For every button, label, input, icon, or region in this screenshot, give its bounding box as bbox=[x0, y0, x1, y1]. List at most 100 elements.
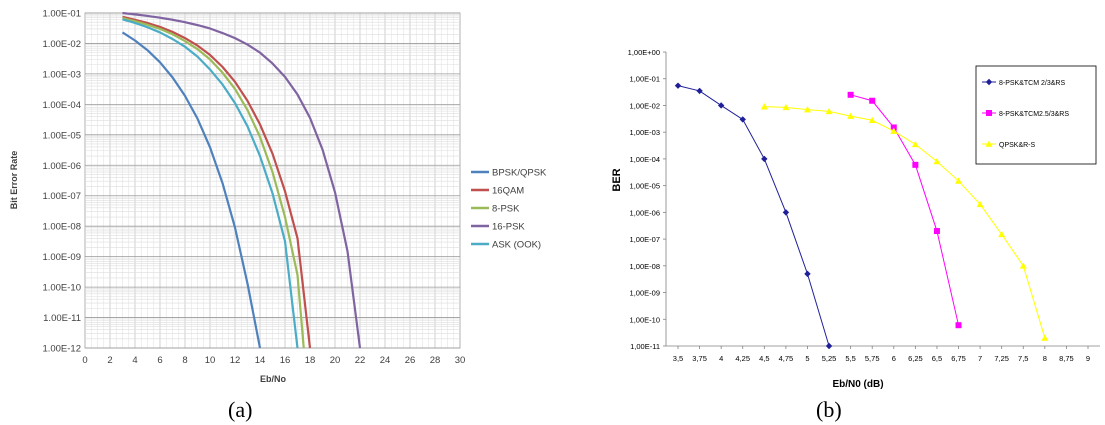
chart-a-grid bbox=[84, 12, 461, 349]
chart-b-legend-label: 8-PSK&TCM 2/3&RS bbox=[999, 80, 1065, 87]
chart-a-y-tick-label: 1.00E-01 bbox=[42, 9, 81, 20]
chart-a-x-tick-label: 0 bbox=[82, 355, 87, 366]
chart-b-y-axis-label: BER bbox=[611, 168, 623, 191]
chart-b-y-tick-label: 1,00E-04 bbox=[630, 155, 660, 164]
chart-b-y-tick-label: 1,00E-06 bbox=[630, 208, 660, 217]
chart-b-y-tick-label: 1,00E-02 bbox=[630, 101, 660, 110]
chart-b-series-2-point bbox=[847, 112, 855, 119]
chart-b-x-tick-label: 5,75 bbox=[865, 354, 880, 363]
chart-b-series-line-1 bbox=[850, 94, 960, 326]
chart-b-series-1-point bbox=[933, 228, 940, 235]
chart-b-series-0-point bbox=[717, 102, 725, 109]
chart-a-x-tick-label: 6 bbox=[157, 355, 162, 366]
chart-b-series-0-point bbox=[739, 116, 746, 123]
chart-a-y-tick-label: 1.00E-06 bbox=[42, 161, 81, 172]
chart-a-y-tick-label: 1.00E-04 bbox=[42, 100, 81, 111]
chart-a-legend-label: ASK (OOK) bbox=[492, 240, 541, 251]
chart-a-series-line-0 bbox=[121, 31, 262, 349]
chart-a-y-tick-label: 1.00E-09 bbox=[42, 252, 81, 263]
chart-b-series-2-point bbox=[933, 157, 941, 165]
chart-a-legend: BPSK/QPSK 16QAM 8-PSK 16-PSK ASK (OOK) bbox=[471, 168, 547, 251]
chart-b-x-tick-label: 7,25 bbox=[994, 354, 1009, 363]
chart-b-series-2-point bbox=[976, 200, 984, 208]
chart-a-x-tick-label: 22 bbox=[355, 355, 366, 366]
chart-b-x-tick-label: 3,5 bbox=[673, 354, 683, 363]
chart-b-x-axis-label: Eb/N0 (dB) bbox=[832, 379, 883, 390]
chart-a-x-tick-label: 20 bbox=[330, 355, 341, 366]
chart-b-series-2-point bbox=[955, 177, 963, 184]
chart-a-x-tick-label: 14 bbox=[255, 355, 266, 366]
chart-a: 1.00E-01 1.00E-02 1.00E-03 1.00E-04 1.00E-05… bbox=[0, 0, 560, 400]
chart-b-x-tick-label: 5 bbox=[805, 354, 809, 363]
chart-a-x-tick-label: 12 bbox=[230, 355, 241, 366]
chart-a-y-tick-label: 1.00E-10 bbox=[42, 283, 81, 294]
chart-b-x-tick-label: 5,5 bbox=[845, 354, 855, 363]
chart-b-x-tick-label: 4,5 bbox=[759, 354, 769, 363]
chart-a-y-tick-label: 1.00E-02 bbox=[42, 39, 81, 50]
chart-b-series-2-point bbox=[911, 140, 919, 148]
chart-a-legend-label: 8-PSK bbox=[492, 204, 520, 215]
chart-a-series bbox=[121, 11, 362, 349]
chart-b-legend-marker bbox=[985, 78, 993, 86]
chart-b-series-2-point bbox=[890, 127, 898, 134]
chart-b-y-tick-label: 1,00E-09 bbox=[630, 289, 660, 298]
chart-b-series-0-point bbox=[696, 87, 703, 95]
chart-b-y-tick-label: 1,00E-07 bbox=[630, 235, 660, 244]
chart-b-series-1-point bbox=[847, 91, 854, 98]
chart-a-series-line-4 bbox=[122, 18, 299, 349]
chart-a-y-tick-label: 1.00E-05 bbox=[42, 130, 81, 141]
chart-a-x-tick-label: 16 bbox=[280, 355, 291, 366]
chart-b-series-line-2 bbox=[764, 106, 1046, 339]
chart-a-x-tick-label: 2 bbox=[107, 355, 112, 366]
chart-b-series-0-point bbox=[804, 270, 811, 278]
chart-b-series-2-point bbox=[803, 106, 811, 113]
chart-b-y-tick-label: 1,00E-03 bbox=[630, 128, 660, 137]
chart-b-x-tick-label: 4,25 bbox=[735, 354, 750, 363]
chart-b-x-tick-label: 6 bbox=[892, 354, 896, 363]
chart-b-y-tick-label: 1,00E-01 bbox=[630, 75, 660, 84]
chart-a-x-tick-label: 10 bbox=[205, 355, 216, 366]
chart-a-x-tick-label: 26 bbox=[405, 355, 416, 366]
chart-b-series-2-point bbox=[782, 103, 790, 111]
chart-b-series-1-point bbox=[955, 322, 962, 329]
chart-a-y-tick-label: 1.00E-08 bbox=[42, 222, 81, 233]
chart-b-x-tick-label: 9 bbox=[1086, 354, 1090, 363]
chart-b-y-tick-label: 1,00E-11 bbox=[630, 342, 660, 351]
chart-b-series-1-point bbox=[869, 97, 876, 104]
chart-b-series-line-0 bbox=[677, 85, 830, 347]
chart-b-legend: 8-PSK&TCM 2/3&RS 8-PSK&TCM2.5/3&RS QPSK&R-… bbox=[975, 65, 1097, 165]
chart-b-series-2-point bbox=[825, 107, 833, 115]
chart-b-x-tick-label: 6,5 bbox=[932, 354, 942, 363]
chart-a-series-line-3 bbox=[122, 11, 362, 349]
chart-b-series-0-point bbox=[782, 209, 790, 216]
chart-b-series-2-point bbox=[1019, 262, 1027, 269]
chart-b-legend-box bbox=[975, 65, 1097, 165]
caption-b: (b) bbox=[816, 397, 842, 422]
chart-a-legend-label: BPSK/QPSK bbox=[492, 168, 547, 179]
chart-b-x-tick-label: 4 bbox=[719, 354, 723, 363]
chart-b-x-tick-label: 8 bbox=[1043, 354, 1047, 363]
chart-a-x-tick-label: 8 bbox=[182, 355, 187, 366]
chart-a-x-tick-label: 28 bbox=[430, 355, 441, 366]
chart-a-axes: 1.00E-01 1.00E-02 1.00E-03 1.00E-04 1.00E-05… bbox=[42, 9, 465, 367]
chart-b-series bbox=[674, 82, 1049, 350]
chart-b-series-2-point bbox=[998, 230, 1006, 238]
chart-b-legend-marker bbox=[986, 110, 992, 116]
chart-a-x-tick-label: 4 bbox=[132, 355, 137, 366]
chart-b-legend-marker bbox=[985, 140, 993, 147]
chart-b-series-2-point bbox=[868, 116, 876, 124]
chart-b-x-tick-label: 8,75 bbox=[1059, 354, 1074, 363]
chart-b-x-tick-label: 6,25 bbox=[908, 354, 923, 363]
chart-b-x-tick-label: 4,75 bbox=[779, 354, 794, 363]
chart-a-x-axis-label: Eb/No bbox=[260, 374, 287, 384]
chart-b-x-tick-label: 5,25 bbox=[822, 354, 837, 363]
chart-a-legend-label: 16QAM bbox=[492, 186, 524, 197]
chart-b-x-tick-label: 6,75 bbox=[951, 354, 966, 363]
chart-a-y-tick-label: 1.00E-12 bbox=[42, 344, 81, 355]
chart-b-series-2-point bbox=[1041, 334, 1049, 341]
chart-a-x-tick-label: 24 bbox=[380, 355, 391, 366]
chart-b-series-0-point bbox=[761, 155, 768, 163]
chart-b-y-tick-label: 1,00E-08 bbox=[630, 262, 660, 271]
chart-b-series-1-point bbox=[912, 161, 919, 168]
chart-a-x-tick-label: 30 bbox=[455, 355, 466, 366]
